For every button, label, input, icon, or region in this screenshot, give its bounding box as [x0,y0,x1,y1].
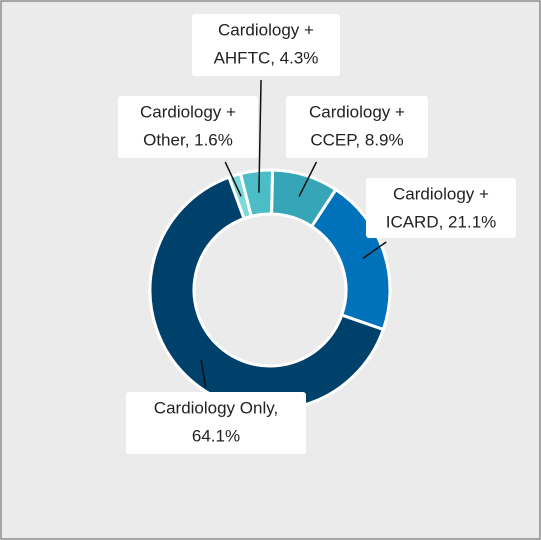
data-label: Cardiology + [393,184,489,203]
label-box [286,96,428,158]
data-label: Other, 1.6% [143,130,233,149]
leader-line [362,241,387,260]
data-label: AHFTC, 4.3% [214,48,319,67]
data-label: Cardiology Only, [154,398,278,417]
label-box [366,178,516,238]
leader-line [200,359,207,389]
label-box [192,14,340,76]
data-label: 64.1% [192,426,240,445]
data-label: ICARD, 21.1% [386,212,497,231]
data-label: Cardiology + [309,102,405,121]
data-label: CCEP, 8.9% [310,130,403,149]
leader-line [258,79,262,193]
data-label: Cardiology + [218,20,314,39]
leader-line [224,161,242,197]
label-box [126,392,306,454]
label-box [118,96,258,158]
data-label: Cardiology + [140,102,236,121]
leader-line [298,161,318,197]
